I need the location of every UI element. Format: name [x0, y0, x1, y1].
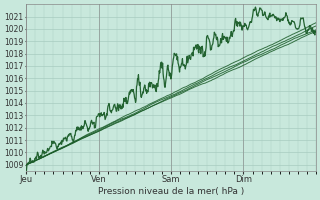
X-axis label: Pression niveau de la mer( hPa ): Pression niveau de la mer( hPa )	[98, 187, 244, 196]
